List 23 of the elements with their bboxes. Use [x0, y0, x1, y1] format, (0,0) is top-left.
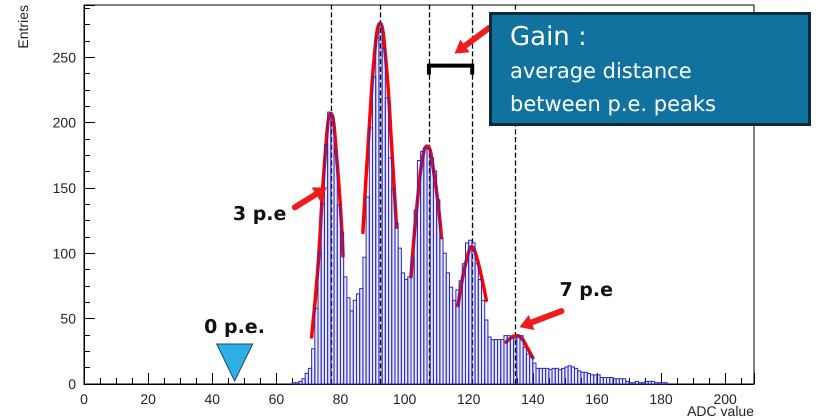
x-tick-label: 120 — [457, 391, 481, 407]
annotation: 0 p.e. — [204, 316, 265, 338]
x-tick-label: 40 — [204, 391, 220, 407]
annotation: 7 p.e — [559, 279, 613, 302]
y-tick-label: 50 — [60, 310, 76, 327]
y-tick-label: 100 — [52, 245, 76, 262]
annotation: average distance between p.e. peaks — [510, 58, 717, 118]
x-tick-label: 160 — [585, 391, 609, 407]
y-tick-label: 0 — [68, 376, 76, 392]
x-tick-label: 60 — [268, 391, 284, 407]
annotation: Gain : — [510, 21, 588, 54]
x-tick-label: 0 — [80, 391, 88, 407]
y-tick-label: 200 — [52, 114, 76, 131]
x-tick-label: 100 — [392, 391, 416, 407]
y-tick-label: 150 — [52, 180, 76, 196]
y-axis-title: Entries — [15, 5, 31, 49]
x-tick-label: 20 — [140, 391, 156, 407]
x-tick-label: 180 — [649, 391, 673, 407]
annotation: 3 p.e — [232, 203, 286, 226]
x-tick-label: 140 — [521, 391, 545, 407]
x-tick-label: 80 — [332, 391, 348, 407]
y-tick-label: 250 — [52, 49, 76, 66]
text-box: Gain : average distance between p.e. peaks — [489, 12, 811, 126]
